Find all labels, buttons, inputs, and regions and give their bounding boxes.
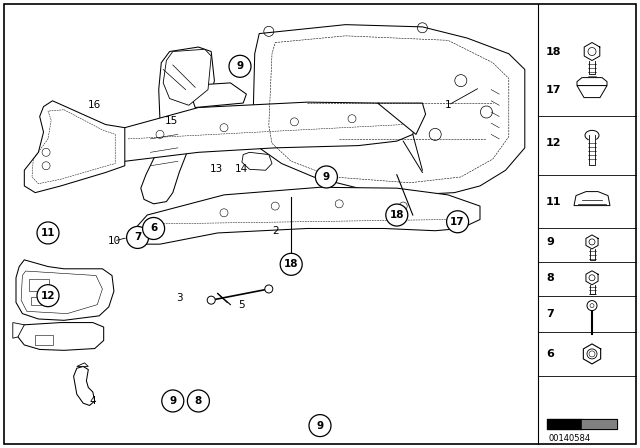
Text: 11: 11 bbox=[41, 228, 55, 238]
Text: 18: 18 bbox=[546, 47, 561, 56]
Text: 1: 1 bbox=[445, 100, 451, 110]
Polygon shape bbox=[586, 271, 598, 285]
Circle shape bbox=[280, 253, 302, 276]
Text: 13: 13 bbox=[210, 164, 223, 174]
Circle shape bbox=[316, 166, 337, 188]
Circle shape bbox=[587, 301, 597, 310]
Polygon shape bbox=[191, 83, 246, 108]
Text: 9: 9 bbox=[169, 396, 177, 406]
Polygon shape bbox=[586, 235, 598, 249]
Text: 3: 3 bbox=[176, 293, 182, 303]
Text: 7: 7 bbox=[546, 309, 554, 319]
Text: 16: 16 bbox=[88, 100, 101, 110]
Circle shape bbox=[386, 204, 408, 226]
Text: 8: 8 bbox=[546, 273, 554, 283]
Text: 18: 18 bbox=[390, 210, 404, 220]
Text: 2: 2 bbox=[272, 226, 278, 236]
Polygon shape bbox=[101, 102, 416, 167]
Text: 15: 15 bbox=[165, 116, 178, 126]
Polygon shape bbox=[24, 101, 125, 193]
Polygon shape bbox=[253, 25, 525, 195]
Text: 17: 17 bbox=[546, 85, 561, 95]
Text: 6: 6 bbox=[546, 349, 554, 359]
Circle shape bbox=[37, 222, 59, 244]
Polygon shape bbox=[74, 366, 95, 405]
Text: 7: 7 bbox=[134, 233, 141, 242]
Polygon shape bbox=[16, 260, 114, 320]
Polygon shape bbox=[13, 323, 24, 338]
Text: 9: 9 bbox=[546, 237, 554, 247]
Text: 10: 10 bbox=[108, 236, 120, 246]
Circle shape bbox=[162, 390, 184, 412]
Polygon shape bbox=[163, 49, 211, 105]
Circle shape bbox=[143, 217, 164, 240]
Polygon shape bbox=[577, 78, 607, 86]
Text: 6: 6 bbox=[150, 224, 157, 233]
Circle shape bbox=[309, 414, 331, 437]
Text: 14: 14 bbox=[236, 164, 248, 174]
Text: 5: 5 bbox=[239, 300, 245, 310]
Circle shape bbox=[207, 296, 215, 304]
Text: 11: 11 bbox=[546, 197, 561, 207]
Polygon shape bbox=[18, 323, 104, 350]
Circle shape bbox=[265, 285, 273, 293]
Polygon shape bbox=[574, 192, 610, 206]
Text: 00140584: 00140584 bbox=[548, 434, 591, 443]
Text: 18: 18 bbox=[284, 259, 298, 269]
Polygon shape bbox=[141, 47, 214, 204]
Circle shape bbox=[145, 220, 163, 237]
Text: 9: 9 bbox=[316, 421, 324, 431]
Circle shape bbox=[229, 55, 251, 78]
Circle shape bbox=[587, 349, 597, 359]
Polygon shape bbox=[583, 344, 601, 364]
Text: 17: 17 bbox=[451, 217, 465, 227]
Circle shape bbox=[447, 211, 468, 233]
Polygon shape bbox=[378, 103, 426, 134]
Circle shape bbox=[150, 224, 157, 233]
Ellipse shape bbox=[585, 130, 599, 140]
Polygon shape bbox=[577, 86, 607, 98]
Circle shape bbox=[37, 284, 59, 307]
Text: 12: 12 bbox=[546, 138, 561, 148]
Polygon shape bbox=[77, 363, 88, 366]
Polygon shape bbox=[242, 152, 272, 170]
Text: 4: 4 bbox=[90, 396, 96, 406]
Text: 12: 12 bbox=[41, 291, 55, 301]
Text: 9: 9 bbox=[236, 61, 244, 71]
Text: 8: 8 bbox=[195, 396, 202, 406]
Circle shape bbox=[188, 390, 209, 412]
Polygon shape bbox=[131, 187, 480, 244]
Polygon shape bbox=[584, 43, 600, 60]
Text: 9: 9 bbox=[323, 172, 330, 182]
Circle shape bbox=[127, 226, 148, 249]
